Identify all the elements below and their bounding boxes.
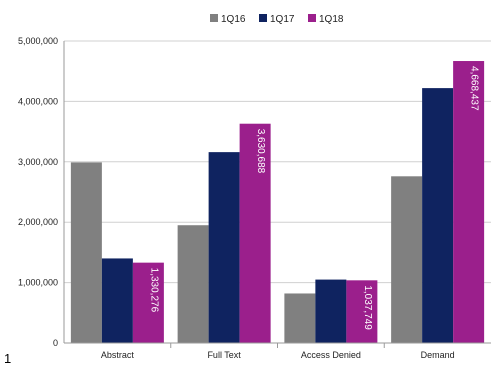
legend-label: 1Q18 [319, 14, 344, 25]
x-tick-label: Access Denied [301, 350, 361, 360]
y-tick-label: 2,000,000 [18, 217, 58, 227]
bar-1q16-demand [391, 176, 423, 343]
bar-data-labels: 1,330,276 3,630,688 1,037,749 4,668,437 [148, 66, 479, 330]
bar-data-label: 4,668,437 [469, 66, 480, 111]
bar-1q18-demand [453, 61, 485, 344]
legend-label: 1Q16 [221, 14, 246, 25]
footnote: 1 [4, 351, 12, 366]
chart-bars [70, 61, 485, 344]
bar-data-label: 1,037,749 [362, 285, 373, 330]
bar-1q16-access-denied [284, 293, 316, 343]
bar-1q17-full-text [208, 152, 240, 343]
legend-item-1q16: 1Q16 [210, 14, 246, 25]
bar-data-label: 3,630,688 [255, 129, 266, 174]
chart-axes [63, 41, 491, 348]
bar-data-label: 1,330,276 [148, 268, 159, 313]
legend-swatch [259, 14, 267, 22]
legend-label: 1Q17 [270, 14, 295, 25]
bar-1q16-abstract [70, 162, 102, 343]
bar-1q18-abstract [132, 262, 164, 343]
y-axis-ticks: 0 1,000,000 2,000,000 3,000,000 4,000,000 5,0… [18, 36, 58, 348]
bar-1q17-access-denied [315, 279, 347, 343]
legend-item-1q18: 1Q18 [308, 14, 344, 25]
legend-swatch [308, 14, 316, 22]
y-tick-label: 3,000,000 [18, 157, 58, 167]
y-tick-label: 4,000,000 [18, 96, 58, 106]
bar-1q17-abstract [101, 258, 133, 343]
bar-1q18-access-denied [346, 280, 378, 343]
x-tick-label: Abstract [101, 350, 135, 360]
y-tick-label: 1,000,000 [18, 278, 58, 288]
bar-1q17-demand [422, 88, 454, 343]
bar-1q18-full-text [239, 123, 271, 343]
legend-swatch [210, 14, 218, 22]
y-tick-label: 5,000,000 [18, 36, 58, 46]
x-tick-label: Demand [421, 350, 455, 360]
bar-1q16-full-text [177, 225, 209, 343]
chart-legend: 1Q16 1Q17 1Q18 [210, 14, 344, 25]
x-axis-ticks: Abstract Full Text Access Denied Demand [101, 350, 455, 360]
x-tick-label: Full Text [207, 350, 241, 360]
legend-item-1q17: 1Q17 [259, 14, 295, 25]
y-tick-label: 0 [53, 338, 58, 348]
